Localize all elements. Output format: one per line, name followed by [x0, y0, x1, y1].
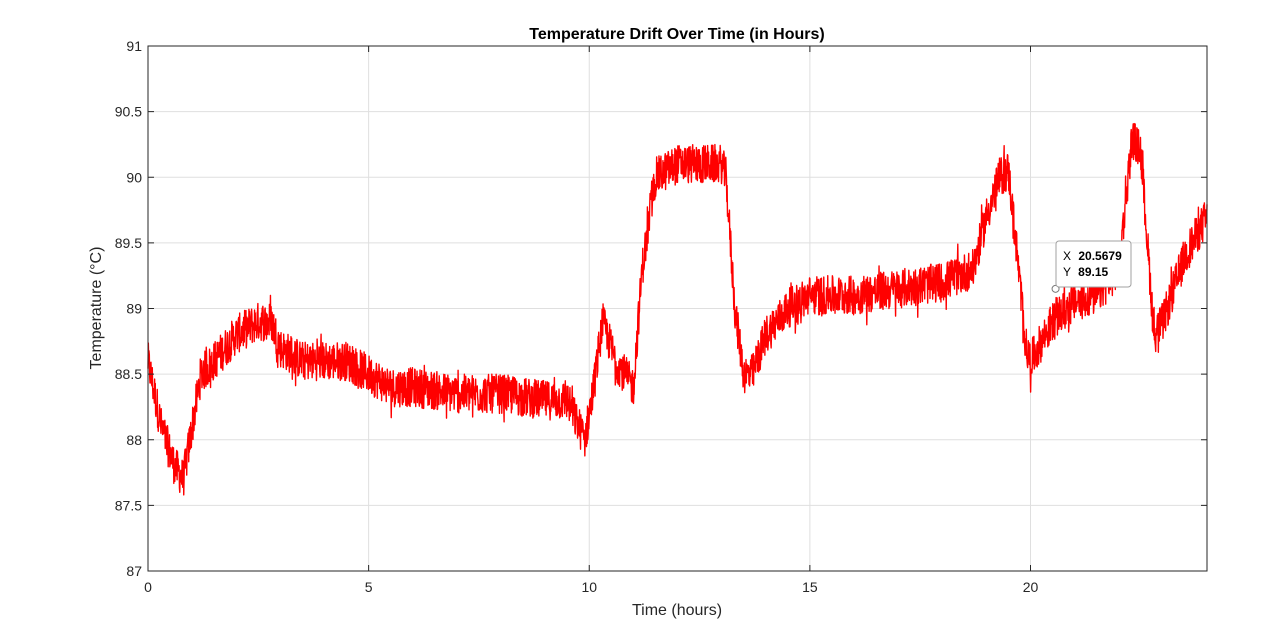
y-axis-ticks: 87 87.5 88 88.5 89 89.5 90 90.5 91: [115, 38, 1207, 579]
x-axis-label: Time (hours): [632, 602, 722, 619]
datatip-y-row: Y 89.15: [1063, 265, 1108, 279]
datatip-y-value: 89.15: [1078, 265, 1108, 279]
y-tick-label: 91: [126, 38, 142, 54]
datatip-box: [1055, 240, 1132, 288]
y-tick-label: 90.5: [115, 104, 142, 120]
y-axis-label: Temperature (°C): [88, 247, 105, 370]
datatip-x-prefix: X: [1063, 249, 1071, 263]
datatip-x-row: X 20.5679: [1063, 249, 1122, 263]
datatip-x-value: 20.5679: [1078, 249, 1122, 263]
x-tick-label: 0: [144, 579, 152, 595]
x-tick-label: 5: [365, 579, 373, 595]
series-layer: [147, 122, 1208, 496]
x-tick-label: 15: [802, 579, 818, 595]
datatip-y-prefix: Y: [1063, 265, 1071, 279]
datatip[interactable]: X 20.5679 Y 89.15: [1051, 240, 1132, 293]
x-tick-label: 20: [1023, 579, 1039, 595]
y-tick-label: 89: [126, 301, 142, 317]
chart-title: Temperature Drift Over Time (in Hours): [529, 26, 824, 43]
y-tick-label: 89.5: [115, 235, 142, 251]
x-tick-label: 10: [581, 579, 597, 595]
y-tick-label: 90: [126, 169, 142, 185]
y-tick-label: 88.5: [115, 366, 142, 382]
y-tick-label: 87.5: [115, 497, 142, 513]
y-tick-label: 87: [126, 563, 142, 579]
series-line: [147, 122, 1208, 496]
y-tick-label: 88: [126, 432, 142, 448]
x-axis-ticks: 0 5 10 15 20: [144, 46, 1038, 595]
